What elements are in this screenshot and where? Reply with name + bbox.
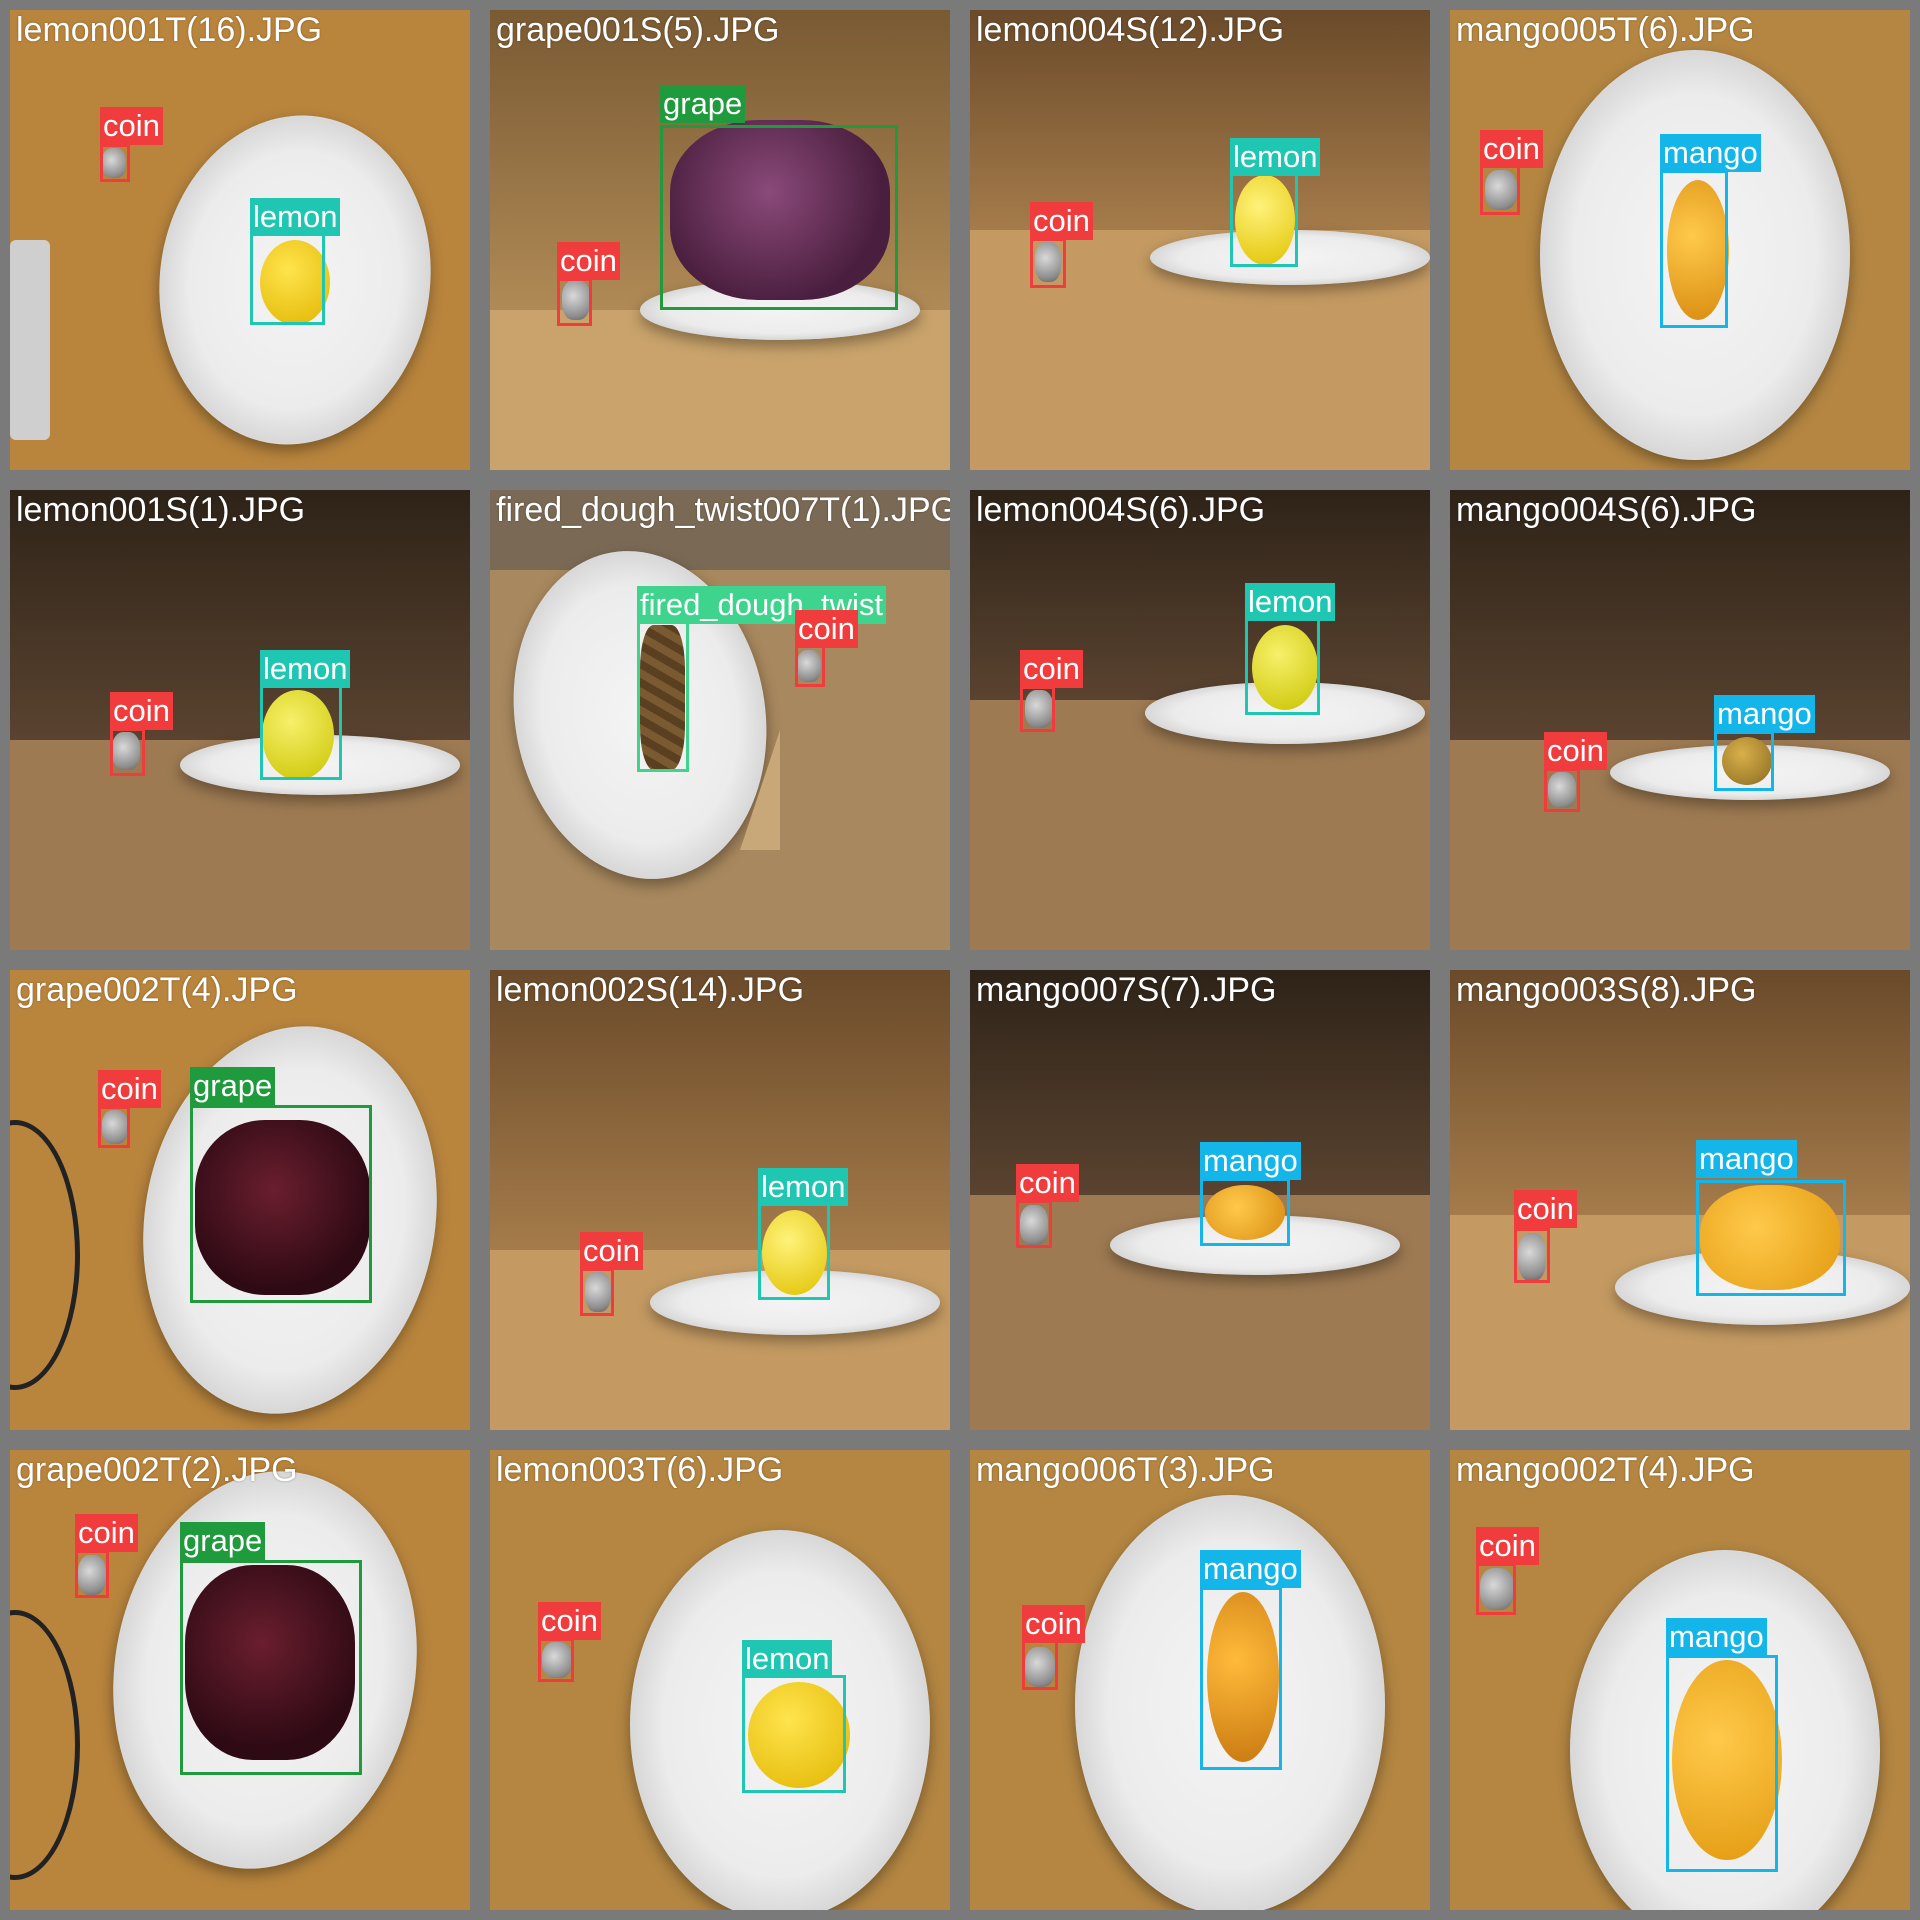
tile-9: grape002T(4).JPG coin grape [10,970,470,1430]
grape-box [180,1560,362,1775]
fired-dough-twist-label: fired_dough_twist [637,586,886,624]
file-name: mango006T(3).JPG [976,1451,1275,1489]
coin-box [1544,768,1580,812]
tile-14: lemon003T(6).JPG coin lemon [490,1450,950,1910]
coin-label: coin [110,692,173,730]
tile-12: mango003S(8).JPG mango coin [1450,970,1910,1430]
grape-label: grape [180,1522,266,1560]
tile-4: mango005T(6).JPG coin mango [1450,10,1910,470]
lemon-box [250,232,325,325]
coin-box [1022,1640,1058,1690]
tile-2: grape001S(5).JPG grape coin [490,10,950,470]
mango-box [1200,1178,1290,1246]
tile-13: grape002T(2).JPG coin grape [10,1450,470,1910]
coin-label: coin [538,1602,601,1640]
mango-label: mango [1660,134,1761,172]
tile-6: fired_dough_twist007T(1).JPG fired_dough… [490,490,950,950]
lemon-box [260,684,342,780]
file-name: grape001S(5).JPG [496,11,780,49]
coin-label: coin [1476,1527,1539,1565]
mango-box [1200,1587,1282,1770]
mango-box [1696,1180,1846,1296]
tile-10: lemon002S(14).JPG lemon coin [490,970,950,1430]
grape-label: grape [660,85,746,123]
tile-3: lemon004S(12).JPG lemon coin [970,10,1430,470]
coin-box [1480,165,1520,215]
coin-box [795,645,825,687]
file-name: lemon001S(1).JPG [16,491,306,529]
mango-label: mango [1714,695,1815,733]
mango-label: mango [1200,1142,1301,1180]
coin-box [1030,238,1066,288]
file-name: mango004S(6).JPG [1456,491,1757,529]
coin-box [1020,686,1055,732]
mango-box [1666,1655,1778,1872]
coin-box [75,1550,109,1598]
coin-label: coin [1016,1164,1079,1202]
grape-label: grape [190,1067,276,1105]
tile-5: lemon001S(1).JPG lemon coin [10,490,470,950]
lemon-box [1245,617,1320,715]
mango-label: mango [1696,1140,1797,1178]
lemon-label: lemon [758,1168,849,1206]
grape-box [190,1105,372,1303]
lemon-box [1230,172,1298,267]
coin-box [1514,1228,1550,1283]
tile-8: mango004S(6).JPG mango coin [1450,490,1910,950]
coin-label: coin [1020,650,1083,688]
coin-label: coin [580,1232,643,1270]
tile-11: mango007S(7).JPG mango coin [970,970,1430,1430]
mango-label: mango [1200,1550,1301,1588]
coin-label: coin [1022,1605,1085,1643]
coin-box [538,1638,574,1682]
mango-label: mango [1666,1618,1767,1656]
file-name: fired_dough_twist007T(1).JPG [496,491,950,529]
coin-label: coin [795,610,858,648]
lemon-label: lemon [250,198,341,236]
coin-label: coin [1544,732,1607,770]
coin-box [1476,1563,1516,1615]
file-name: mango007S(7).JPG [976,971,1277,1009]
mango-box [1660,170,1728,328]
coin-box [98,1106,130,1148]
lemon-box [742,1675,846,1793]
coin-label: coin [1030,202,1093,240]
coin-box [100,144,130,182]
lemon-label: lemon [1245,583,1336,621]
coin-label: coin [1514,1190,1577,1228]
file-name: mango002T(4).JPG [1456,1451,1755,1489]
file-name: lemon004S(12).JPG [976,11,1285,49]
tile-7: lemon004S(6).JPG lemon coin [970,490,1430,950]
fired-dough-twist-box [637,614,689,772]
coin-label: coin [557,242,620,280]
coin-label: coin [1480,130,1543,168]
file-name: mango003S(8).JPG [1456,971,1757,1009]
coin-label: coin [98,1070,161,1108]
tile-16: mango002T(4).JPG coin mango [1450,1450,1910,1910]
file-name: mango005T(6).JPG [1456,11,1755,49]
file-name: lemon001T(16).JPG [16,11,323,49]
tile-15: mango006T(3).JPG coin mango [970,1450,1430,1910]
coin-label: coin [75,1514,138,1552]
coin-label: coin [100,107,163,145]
file-name: lemon004S(6).JPG [976,491,1266,529]
coin-box [580,1268,614,1316]
tile-1: lemon001T(16).JPG coin lemon [10,10,470,470]
lemon-label: lemon [260,650,351,688]
lemon-label: lemon [1230,138,1321,176]
file-name: grape002T(2).JPG [16,1451,298,1489]
coin-box [557,278,592,326]
grape-box [660,125,898,310]
file-name: grape002T(4).JPG [16,971,298,1009]
mango-box [1714,731,1774,791]
file-name: lemon002S(14).JPG [496,971,805,1009]
lemon-label: lemon [742,1640,833,1678]
lemon-box [758,1202,830,1300]
file-name: lemon003T(6).JPG [496,1451,784,1489]
coin-box [110,728,145,776]
coin-box [1016,1200,1052,1248]
